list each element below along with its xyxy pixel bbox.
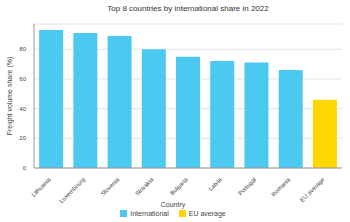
svg-text:Slovakia: Slovakia [134, 176, 155, 197]
html-text:EU average: EU average [188, 210, 226, 217]
svg-text:EU average: EU average [299, 176, 326, 203]
svg-text:Romania: Romania [270, 176, 292, 198]
svg-text:Slovenia: Slovenia [100, 176, 121, 197]
svg-text:0: 0 [23, 165, 27, 171]
html-text:Country: Country [160, 201, 186, 208]
svg-text:Portugal: Portugal [237, 176, 257, 196]
svg-text:Lithuania: Lithuania [30, 176, 52, 198]
svg-text:20: 20 [19, 135, 26, 141]
html-text:International: International [130, 210, 169, 217]
html-text:Top 8 countries by internation: Top 8 countries by international share i… [107, 4, 269, 13]
svg-text:Freight volume share (%): Freight volume share (%) [8, 57, 14, 136]
svg-text:80: 80 [19, 46, 26, 52]
svg-text:40: 40 [19, 106, 26, 112]
svg-text:Bulgaria: Bulgaria [169, 176, 189, 196]
svg-text:Latvia: Latvia [207, 176, 223, 192]
svg-text:60: 60 [19, 76, 26, 82]
svg-text:Luxembourg: Luxembourg [58, 176, 86, 204]
